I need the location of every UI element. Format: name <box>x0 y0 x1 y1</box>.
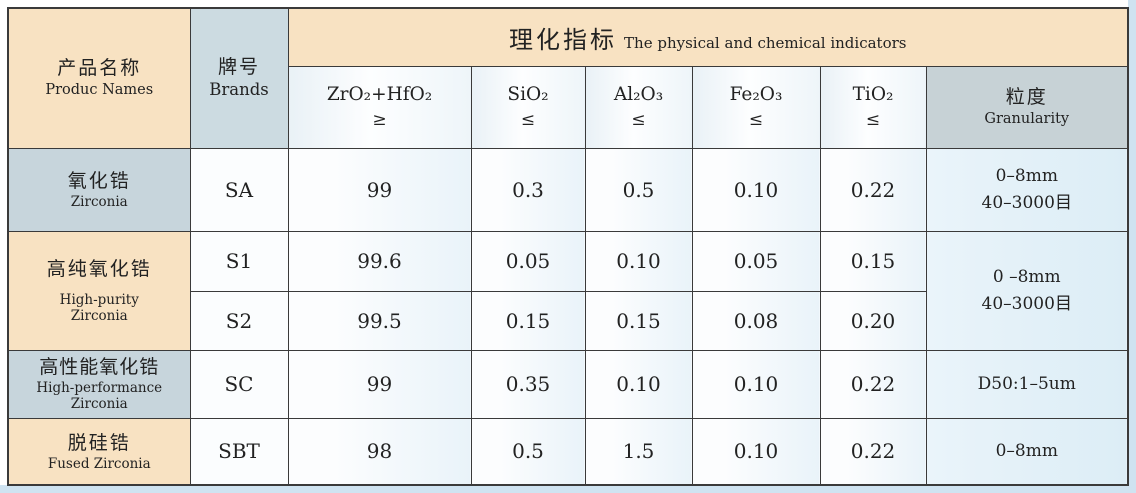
product-zh: 氧化锆 <box>67 170 131 193</box>
header-indicators-zh: 理化指标 <box>509 25 618 54</box>
column-header-tio2: TiO₂ ≤ <box>819 65 927 149</box>
granularity-zh: 粒度 <box>1005 86 1048 109</box>
product-en: High-performance <box>36 380 163 397</box>
granularity-cell: D50:1–5um <box>925 349 1129 419</box>
value-cell: 99 <box>287 147 472 232</box>
table-row-high-performance: 高性能氧化锆 High-performance Zirconia SC 99 0… <box>7 349 1129 419</box>
value-cell: 99.5 <box>287 290 472 351</box>
limit-symbol-lte: ≤ <box>748 110 764 131</box>
value-cell: 0.05 <box>691 230 821 292</box>
value-cell: 0.10 <box>691 349 821 419</box>
value-cell: 0.22 <box>819 417 927 486</box>
header-indicators: 理化指标 The physical and chemical indicator… <box>287 7 1129 67</box>
value-cell: 0.15 <box>819 230 927 292</box>
value-cell: 0.08 <box>691 290 821 351</box>
granularity-cell: 0 –8mm 40–3000目 <box>925 230 1129 351</box>
header-product-en: Produc Names <box>45 82 154 99</box>
value-cell: 0.22 <box>819 349 927 419</box>
header-brands-zh: 牌号 <box>217 56 260 79</box>
brand-cell: SC <box>189 349 289 419</box>
value-cell: 0.15 <box>584 290 693 351</box>
table-row-zirconia: 氧化锆 Zirconia SA 99 0.3 0.5 0.10 0.22 0–8… <box>7 147 1129 232</box>
header-product-zh: 产品名称 <box>57 57 142 80</box>
limit-symbol-lte: ≤ <box>631 110 646 131</box>
product-en: Zirconia <box>70 307 128 324</box>
granularity-line: 0 –8mm <box>992 267 1061 288</box>
product-label-high-performance-zirconia: 高性能氧化锆 High-performance Zirconia <box>7 349 191 419</box>
formula-sio2: SiO₂ <box>507 84 549 106</box>
product-spec-table: 产品名称 Produc Names 牌号 Brands 理化指标 The phy… <box>7 7 1130 486</box>
value-cell: 0.20 <box>819 290 927 351</box>
value-cell: 99.6 <box>287 230 472 292</box>
formula-fe2o3: Fe₂O₃ <box>729 84 783 106</box>
value-cell: 0.10 <box>691 417 821 486</box>
brand-cell: S2 <box>189 290 289 351</box>
product-label-zirconia: 氧化锆 Zirconia <box>7 147 191 232</box>
value-cell: 0.05 <box>470 230 586 292</box>
formula-zro2-hfo2: ZrO₂+HfO₂ <box>326 84 433 106</box>
product-zh: 脱硅锆 <box>67 431 131 454</box>
table-row-fused-zirconia: 脱硅锆 Fused Zirconia SBT 98 0.5 1.5 0.10 0… <box>7 417 1129 486</box>
value-cell: 1.5 <box>584 417 693 486</box>
value-cell: 99 <box>287 349 472 419</box>
brand-cell: S1 <box>189 230 289 292</box>
limit-symbol-lte: ≤ <box>520 110 536 131</box>
page-edge-shade-right <box>1128 0 1136 493</box>
column-header-al2o3: Al₂O₃ ≤ <box>584 65 693 149</box>
granularity-line: 40–3000目 <box>981 192 1072 213</box>
formula-tio2: TiO₂ <box>852 84 894 106</box>
header-indicators-en: The physical and chemical indicators <box>624 33 907 52</box>
column-header-granularity: 粒度 Granularity <box>925 65 1129 149</box>
product-en: Zirconia <box>70 396 128 413</box>
granularity-line: 0–8mm <box>995 166 1058 187</box>
brand-cell: SA <box>189 147 289 232</box>
limit-symbol-lte: ≤ <box>865 110 881 131</box>
value-cell: 0.10 <box>691 147 821 232</box>
brand-cell: SBT <box>189 417 289 486</box>
value-cell: 0.5 <box>470 417 586 486</box>
product-zh: 高性能氧化锆 <box>39 356 160 379</box>
granularity-line: 40–3000目 <box>981 293 1072 314</box>
page-edge-shade-bottom <box>0 485 1136 493</box>
header-row-top: 产品名称 Produc Names 牌号 Brands 理化指标 The phy… <box>7 7 1129 149</box>
value-cell: 0.3 <box>470 147 586 232</box>
value-cell: 0.35 <box>470 349 586 419</box>
value-cell: 0.15 <box>470 290 586 351</box>
granularity-cell: 0–8mm 40–3000目 <box>925 147 1129 232</box>
value-cell: 0.10 <box>584 349 693 419</box>
header-product-names: 产品名称 Produc Names <box>7 7 191 149</box>
header-brands: 牌号 Brands <box>189 7 289 149</box>
product-label-high-purity-zirconia: 高纯氧化锆 High-purity Zirconia <box>7 230 191 351</box>
table-row-high-purity-s1: 高纯氧化锆 High-purity Zirconia S1 99.6 0.05 … <box>7 230 1129 351</box>
limit-symbol-gte: ≥ <box>372 110 387 131</box>
value-cell: 0.22 <box>819 147 927 232</box>
column-header-sio2: SiO₂ ≤ <box>470 65 586 149</box>
granularity-en: Granularity <box>984 110 1070 127</box>
granularity-cell: 0–8mm <box>925 417 1129 486</box>
column-header-fe2o3: Fe₂O₃ ≤ <box>691 65 821 149</box>
header-brands-en: Brands <box>209 79 269 99</box>
header-row-sub: ZrO₂+HfO₂ ≥ SiO₂ ≤ Al₂O₃ ≤ Fe₂O₃ ≤ TiO₂ … <box>8 65 1129 149</box>
product-zh: 高纯氧化锆 <box>46 257 152 280</box>
column-header-zro2-hfo2: ZrO₂+HfO₂ ≥ <box>287 65 472 149</box>
formula-al2o3: Al₂O₃ <box>613 84 664 106</box>
value-cell: 0.5 <box>584 147 693 232</box>
product-en: Zirconia <box>70 193 128 210</box>
value-cell: 0.10 <box>584 230 693 292</box>
product-en: Fused Zirconia <box>47 455 151 472</box>
product-label-fused-zirconia: 脱硅锆 Fused Zirconia <box>7 417 191 486</box>
product-en: High-purity <box>59 291 139 308</box>
value-cell: 98 <box>287 417 472 486</box>
